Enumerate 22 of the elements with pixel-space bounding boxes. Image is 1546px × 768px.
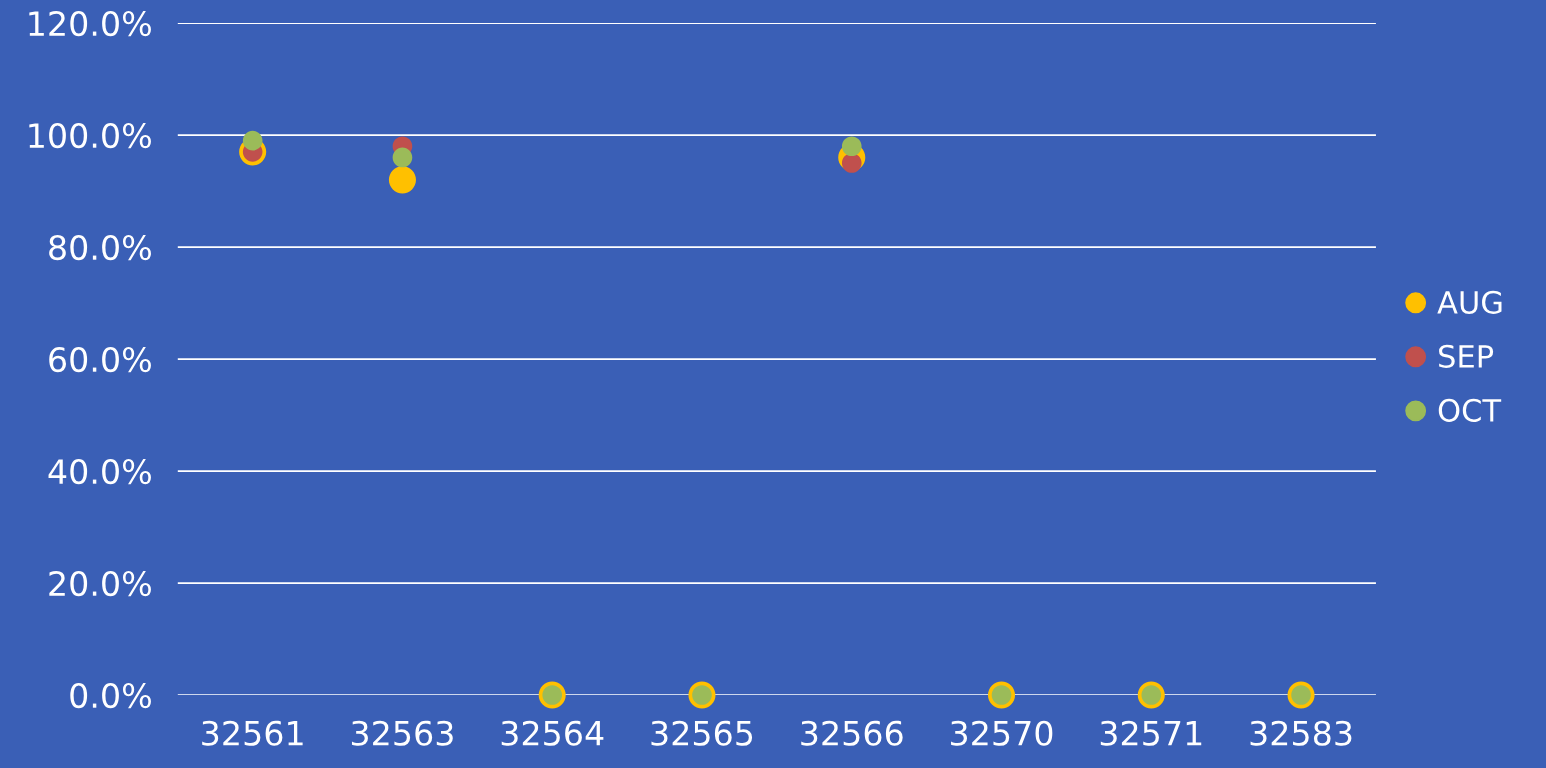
y-tick-label: 100.0% — [29, 122, 151, 149]
legend-label: OCT — [1438, 398, 1502, 422]
x-tick-label: 32565 — [651, 720, 753, 746]
legend-label: SEP — [1439, 344, 1494, 368]
point — [841, 136, 862, 157]
legend-label: AUG — [1437, 290, 1502, 314]
x-tick-label: 32566 — [801, 720, 903, 746]
y-tick-label: 120.0% — [29, 10, 151, 37]
point — [242, 130, 263, 151]
x-tick-label: 32570 — [951, 720, 1053, 746]
x-tick-label: 32571 — [1100, 720, 1202, 746]
x-tick-label: 32561 — [202, 720, 303, 746]
y-tick-label: 20.0% — [49, 570, 151, 597]
y-tick-label: 80.0% — [49, 234, 151, 261]
x-tick-label: 32564 — [501, 720, 604, 746]
point — [388, 166, 416, 194]
point — [392, 147, 413, 168]
x-tick-label: 32563 — [351, 720, 453, 746]
x-tick-label: 32583 — [1250, 720, 1352, 746]
y-tick-label: 0.0% — [70, 682, 151, 709]
y-tick-label: 40.0% — [48, 458, 151, 485]
y-tick-label: 60.0% — [49, 346, 151, 373]
